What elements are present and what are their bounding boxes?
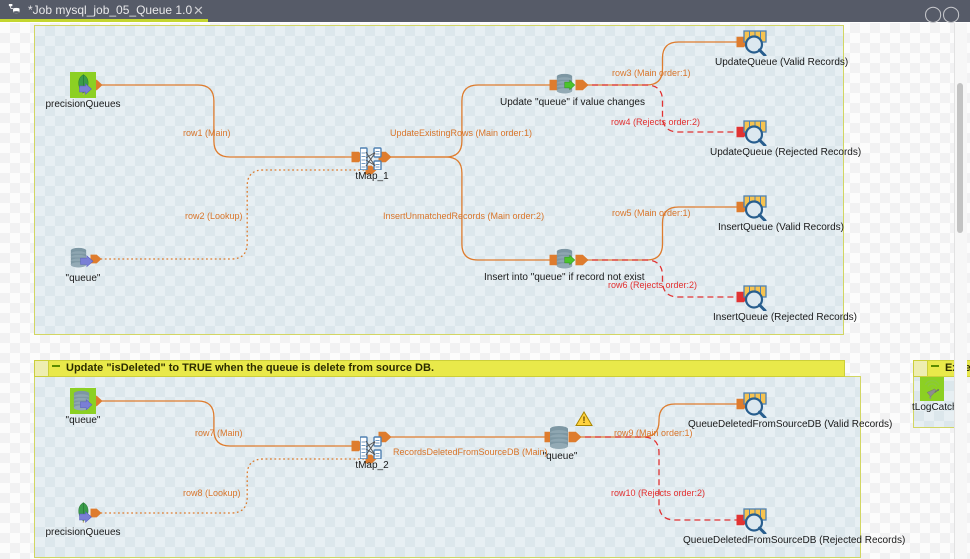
svg-text:!: ! bbox=[583, 415, 586, 425]
